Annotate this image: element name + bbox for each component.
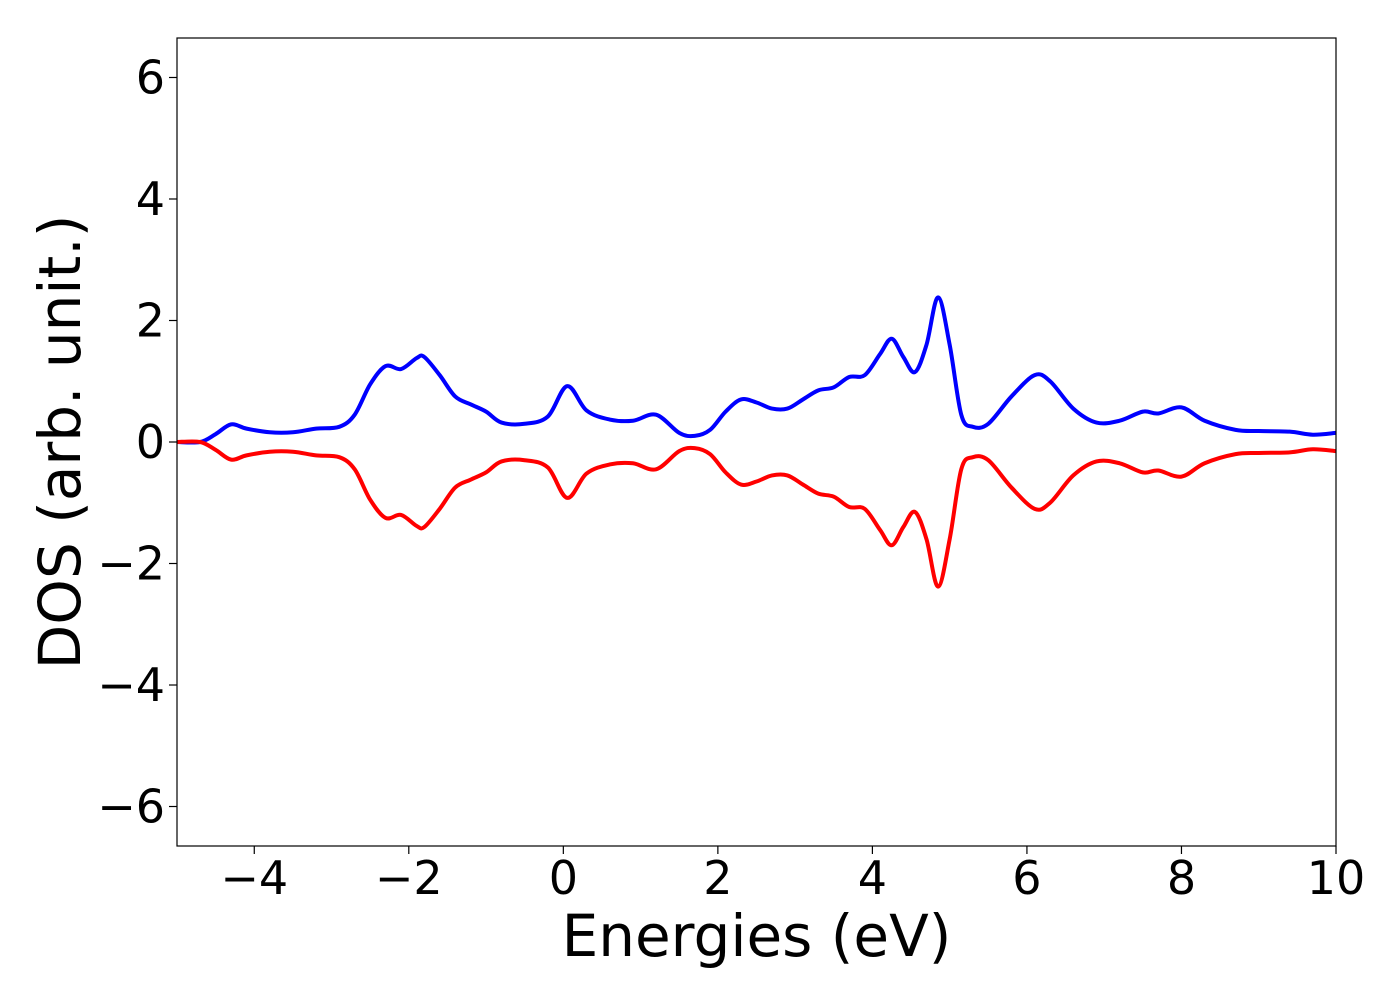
series-line-2 bbox=[176, 439, 1337, 589]
x-tick-label: 2 bbox=[703, 851, 732, 905]
y-tick-label: −4 bbox=[97, 658, 165, 712]
y-axis-label: DOS (arb. unit.) bbox=[26, 215, 94, 670]
series-layer bbox=[176, 295, 1337, 589]
x-axis-ticks: −4 −2 0 2 4 6 8 10 bbox=[220, 846, 1365, 905]
y-tick-label: −6 bbox=[97, 780, 165, 834]
y-tick-label: 4 bbox=[136, 172, 165, 226]
series-line-1 bbox=[176, 295, 1337, 445]
y-tick-label: 0 bbox=[136, 415, 165, 469]
x-tick-label: −2 bbox=[375, 851, 443, 905]
x-tick-label: 4 bbox=[858, 851, 887, 905]
y-tick-label: 6 bbox=[136, 50, 165, 104]
x-tick-label: 8 bbox=[1167, 851, 1196, 905]
y-axis-ticks: 6 4 2 0 −2 −4 −6 bbox=[97, 50, 177, 834]
x-tick-label: −4 bbox=[220, 851, 288, 905]
x-tick-label: 10 bbox=[1307, 851, 1366, 905]
x-axis-label: Energies (eV) bbox=[562, 902, 952, 970]
y-tick-label: −2 bbox=[97, 537, 165, 591]
y-tick-label: 2 bbox=[136, 293, 165, 347]
x-tick-label: 0 bbox=[549, 851, 578, 905]
x-tick-label: 6 bbox=[1012, 851, 1041, 905]
